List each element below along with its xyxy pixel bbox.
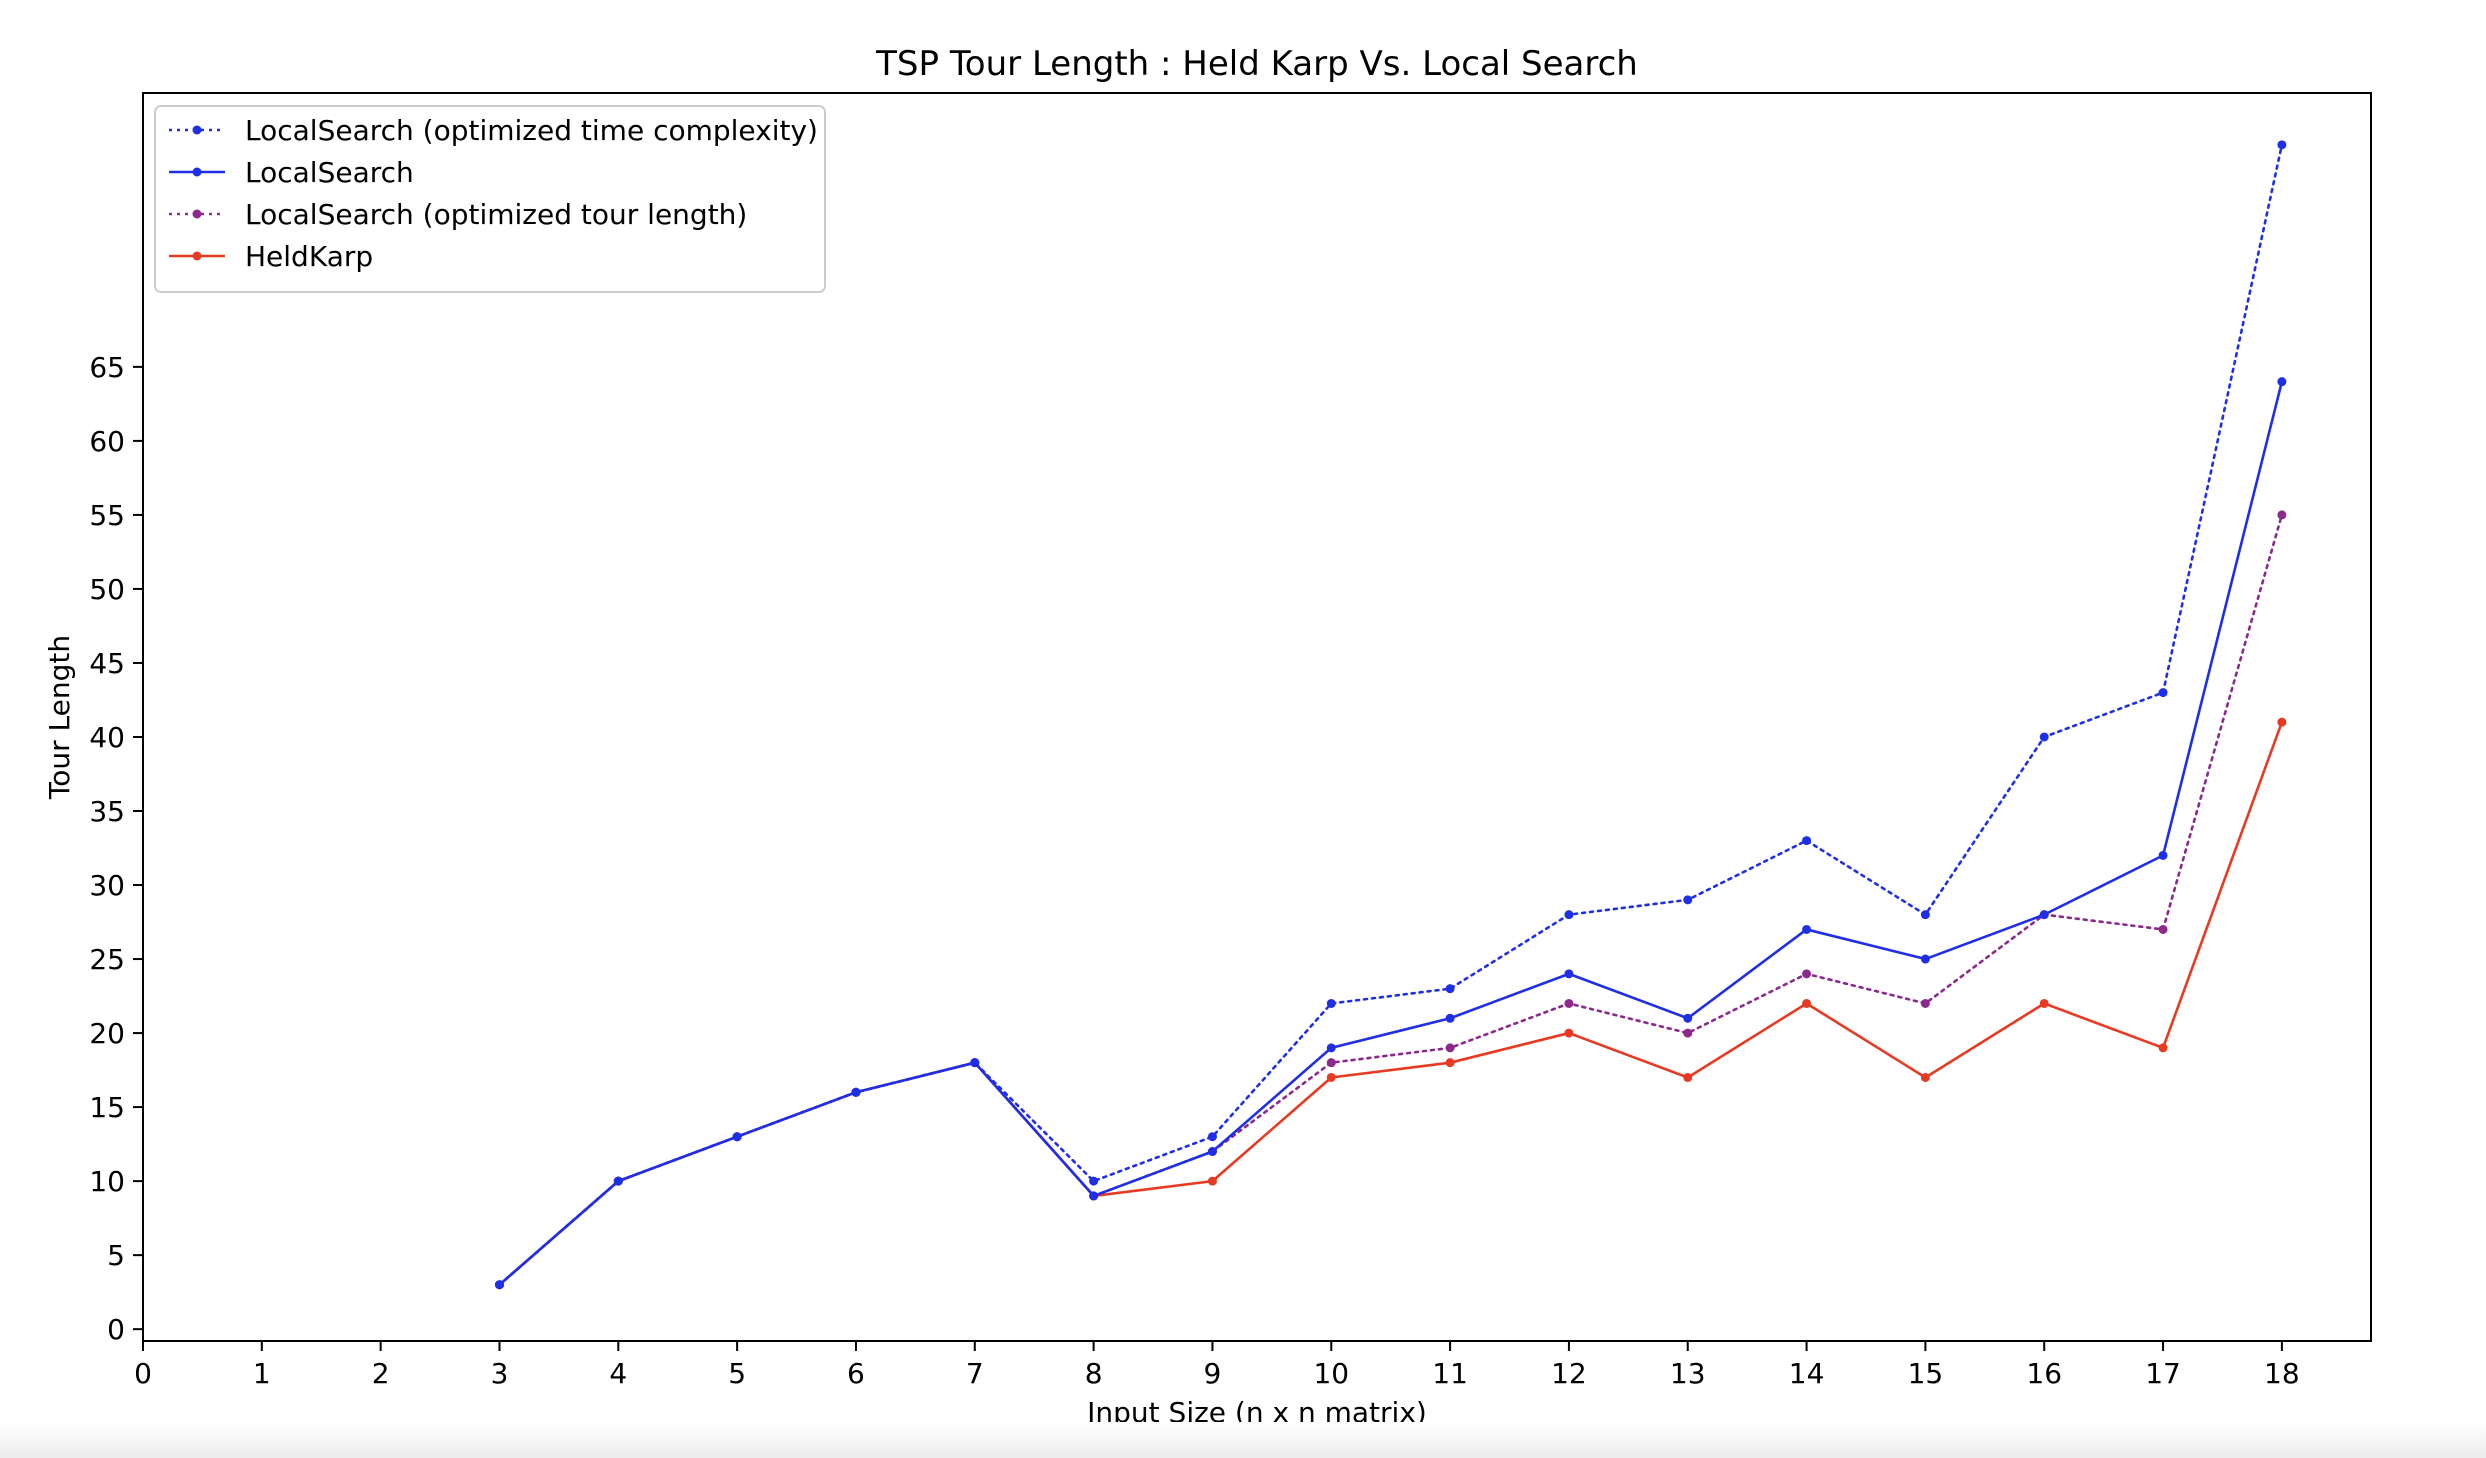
data-point <box>2158 688 2168 698</box>
data-point <box>1683 1028 1693 1038</box>
x-tick-label: 15 <box>1908 1357 1944 1390</box>
x-tick-label: 7 <box>966 1357 984 1390</box>
x-tick-label: 12 <box>1551 1357 1587 1390</box>
x-tick-label: 3 <box>491 1357 509 1390</box>
plot-area <box>143 93 2371 1341</box>
data-point <box>2158 1043 2168 1053</box>
legend-marker <box>192 125 202 135</box>
legend-label: HeldKarp <box>245 240 373 273</box>
data-point <box>732 1132 742 1142</box>
data-point <box>1445 1013 1455 1023</box>
chart-title: TSP Tour Length : Held Karp Vs. Local Se… <box>875 44 1638 84</box>
legend-marker <box>192 167 202 177</box>
data-point <box>2277 377 2287 387</box>
data-point <box>1802 998 1812 1008</box>
data-point <box>2158 924 2168 934</box>
data-point <box>1207 1176 1217 1186</box>
data-point <box>1445 984 1455 994</box>
legend-label: LocalSearch <box>245 156 414 189</box>
data-point <box>1920 954 1930 964</box>
data-point <box>1326 998 1336 1008</box>
x-tick-label: 8 <box>1085 1357 1103 1390</box>
series-lines <box>494 140 2287 1290</box>
legend-label: LocalSearch (optimized time complexity) <box>245 114 818 147</box>
data-point <box>1207 1147 1217 1157</box>
data-point <box>1445 1058 1455 1068</box>
data-point <box>1564 910 1574 920</box>
data-point <box>1326 1058 1336 1068</box>
data-point <box>1207 1132 1217 1142</box>
data-point <box>1326 1072 1336 1082</box>
data-point <box>2277 510 2287 520</box>
data-point <box>494 1280 504 1290</box>
x-tick-label: 13 <box>1670 1357 1706 1390</box>
plot-frame <box>142 92 2372 1342</box>
x-tick-label: 5 <box>728 1357 746 1390</box>
data-point <box>1920 1072 1930 1082</box>
y-tick-label: 60 <box>89 425 125 458</box>
data-point <box>1564 1028 1574 1038</box>
y-tick-label: 55 <box>89 499 125 532</box>
legend-box <box>154 105 826 293</box>
y-tick-label: 35 <box>89 795 125 828</box>
data-point <box>1920 998 1930 1008</box>
window-bottom-edge <box>0 1422 2486 1458</box>
legend: LocalSearch (optimized time complexity) L… <box>154 105 826 293</box>
x-tick-label: 17 <box>2145 1357 2181 1390</box>
y-tick-label: 10 <box>89 1165 125 1198</box>
x-tick-label: 16 <box>2026 1357 2062 1390</box>
ticks: 0 1 2 3 4 5 6 7 8 9 10 11 12 13 14 15 16 17 18051015202530… <box>89 351 2299 1390</box>
data-point <box>851 1087 861 1097</box>
y-axis-label: Tour Length <box>43 635 76 800</box>
data-point <box>1445 1043 1455 1053</box>
data-point <box>1089 1191 1099 1201</box>
y-tick-label: 0 <box>107 1313 125 1346</box>
x-tick-label: 14 <box>1789 1357 1825 1390</box>
y-tick-label: 50 <box>89 573 125 606</box>
y-tick-label: 5 <box>107 1239 125 1272</box>
legend-marker <box>192 209 202 219</box>
data-point <box>2277 717 2287 727</box>
series-group <box>494 140 2287 1290</box>
data-point <box>1564 998 1574 1008</box>
y-tick-label: 15 <box>89 1091 125 1124</box>
data-point <box>2039 732 2049 742</box>
data-point <box>1683 1013 1693 1023</box>
y-tick-label: 45 <box>89 647 125 680</box>
data-point <box>1802 836 1812 846</box>
data-point <box>2277 140 2287 150</box>
x-tick-label: 0 <box>134 1357 152 1390</box>
y-tick-label: 25 <box>89 943 125 976</box>
data-point <box>1564 969 1574 979</box>
x-tick-label: 10 <box>1313 1357 1349 1390</box>
x-tick-label: 1 <box>253 1357 271 1390</box>
y-tick-label: 65 <box>89 351 125 384</box>
y-tick-label: 30 <box>89 869 125 902</box>
data-point <box>1802 924 1812 934</box>
y-tick-label: 20 <box>89 1017 125 1050</box>
legend-marker <box>192 251 202 261</box>
data-point <box>970 1058 980 1068</box>
data-point <box>2158 850 2168 860</box>
x-tick-label: 9 <box>1204 1357 1222 1390</box>
data-point <box>1683 895 1693 905</box>
data-point <box>1089 1176 1099 1186</box>
data-point <box>1920 910 1930 920</box>
x-tick-label: 18 <box>2264 1357 2300 1390</box>
legend-label: LocalSearch (optimized tour length) <box>245 198 747 231</box>
data-point <box>1326 1043 1336 1053</box>
data-point <box>2039 910 2049 920</box>
x-tick-label: 4 <box>609 1357 627 1390</box>
data-point <box>2039 998 2049 1008</box>
x-tick-label: 2 <box>372 1357 390 1390</box>
x-tick-label: 6 <box>847 1357 865 1390</box>
series-line <box>498 143 2284 1287</box>
data-point <box>1683 1072 1693 1082</box>
data-point <box>613 1176 623 1186</box>
data-point <box>1802 969 1812 979</box>
y-tick-label: 40 <box>89 721 125 754</box>
x-tick-label: 11 <box>1432 1357 1468 1390</box>
